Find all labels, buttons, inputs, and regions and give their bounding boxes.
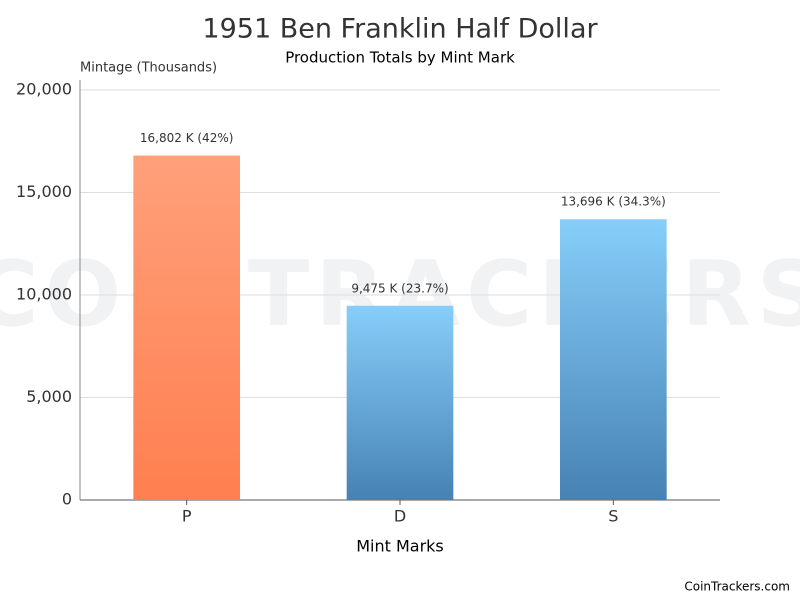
bar	[560, 219, 667, 500]
y-axis-title: Mintage (Thousands)	[80, 61, 217, 76]
y-tick-label: 20,000	[16, 80, 72, 99]
chart-subtitle: Production Totals by Mint Mark	[285, 49, 515, 67]
bar	[347, 306, 454, 500]
chart-title: 1951 Ben Franklin Half Dollar	[202, 14, 598, 45]
credit: CoinTrackers.com	[684, 580, 790, 594]
y-tick-label: 5,000	[26, 387, 72, 406]
value-label: 9,475 K (23.7%)	[351, 281, 448, 295]
y-tick-label: 10,000	[16, 285, 72, 304]
bar	[133, 156, 240, 500]
x-tick-label: D	[394, 507, 406, 526]
value-label: 13,696 K (34.3%)	[561, 195, 666, 209]
x-axis-title: Mint Marks	[356, 537, 444, 556]
x-tick-label: S	[608, 507, 618, 526]
x-tick-label: P	[182, 507, 192, 526]
y-tick-label: 0	[62, 490, 72, 509]
y-tick-label: 15,000	[16, 182, 72, 201]
value-label: 16,802 K (42%)	[140, 131, 234, 145]
